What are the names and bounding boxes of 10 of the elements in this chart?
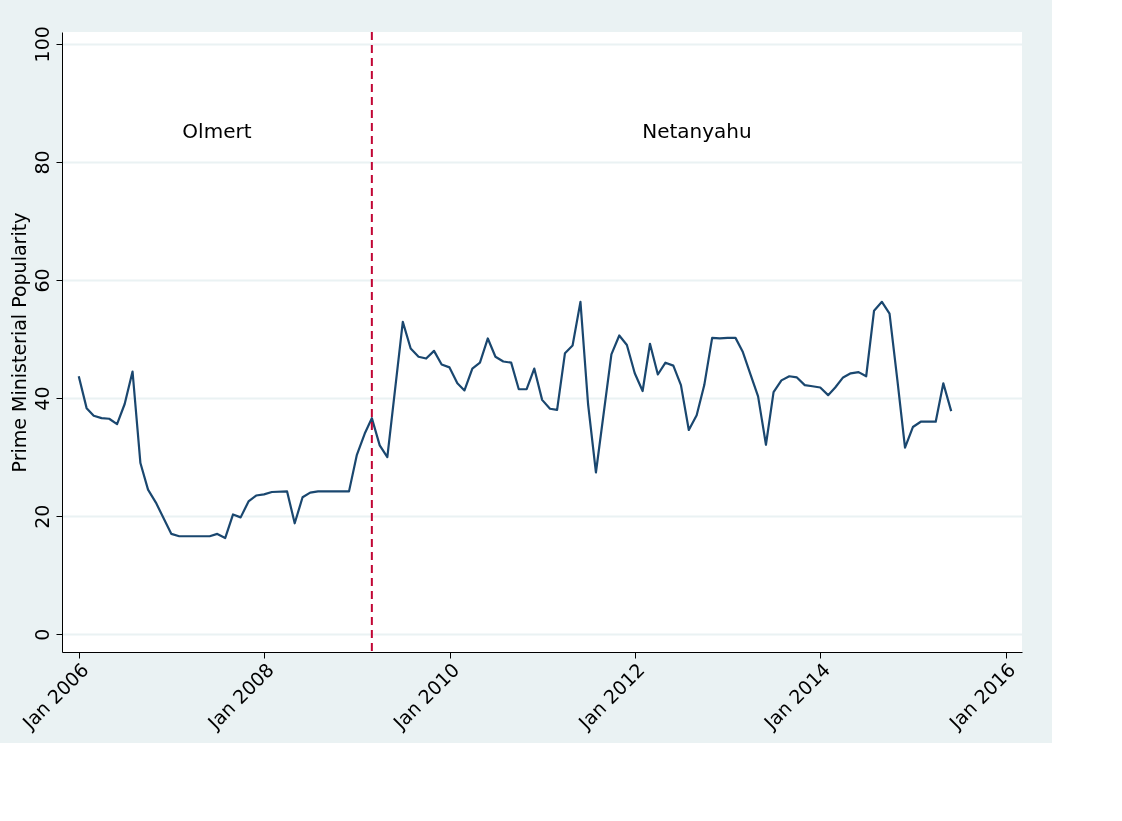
- y-tick-label: 60: [30, 268, 53, 293]
- y-tick-label: 100: [30, 26, 53, 63]
- annotation: Netanyahu: [642, 119, 752, 143]
- line-series: [77, 300, 953, 540]
- annotation: Olmert: [182, 119, 252, 143]
- y-tick-label: 40: [30, 386, 53, 411]
- y-tick-label: 0: [30, 628, 53, 641]
- y-tick-label: 20: [30, 504, 53, 529]
- y-axis-title: Prime Ministerial Popularity: [7, 212, 30, 473]
- y-tick-label: 80: [30, 150, 53, 175]
